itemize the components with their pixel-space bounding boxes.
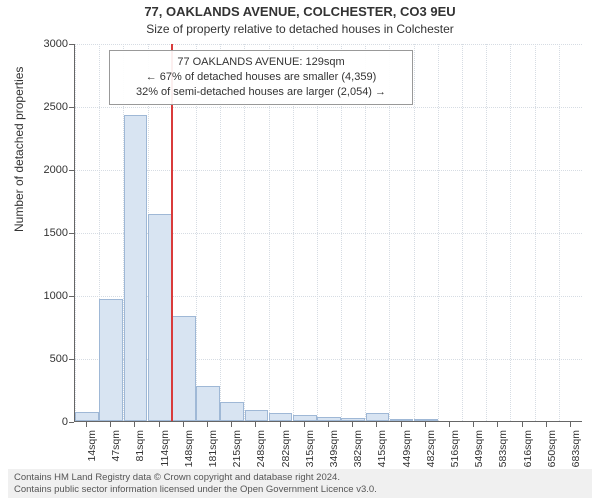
gridline-vertical	[535, 44, 536, 421]
gridline-vertical	[462, 44, 463, 421]
gridline-horizontal	[75, 107, 582, 108]
y-tick-mark	[69, 296, 74, 297]
x-tick-mark	[328, 422, 329, 427]
x-tick-mark	[280, 422, 281, 427]
histogram-bar	[293, 415, 317, 421]
gridline-vertical	[438, 44, 439, 421]
annotation-box: 77 OAKLANDS AVENUE: 129sqm ← 67% of deta…	[109, 50, 413, 105]
y-tick-label: 3000	[28, 38, 68, 50]
gridline-horizontal	[75, 44, 582, 45]
x-tick-label: 683sqm	[570, 430, 582, 478]
x-tick-label: 14sqm	[86, 430, 98, 478]
x-tick-label: 650sqm	[546, 430, 558, 478]
y-tick-mark	[69, 359, 74, 360]
footer-line-2: Contains public sector information licen…	[14, 484, 586, 495]
x-tick-mark	[425, 422, 426, 427]
x-tick-mark	[401, 422, 402, 427]
y-tick-label: 500	[28, 353, 68, 365]
gridline-vertical	[414, 44, 415, 421]
x-tick-mark	[207, 422, 208, 427]
histogram-bar	[390, 419, 414, 421]
histogram-bar	[172, 316, 196, 421]
x-tick-label: 549sqm	[473, 430, 485, 478]
x-tick-mark	[86, 422, 87, 427]
x-tick-mark	[522, 422, 523, 427]
annotation-line-1: 77 OAKLANDS AVENUE: 129sqm	[118, 55, 404, 70]
x-tick-label: 482sqm	[425, 430, 437, 478]
chart-title: 77, OAKLANDS AVENUE, COLCHESTER, CO3 9EU	[0, 4, 600, 19]
x-tick-mark	[497, 422, 498, 427]
x-tick-label: 583sqm	[497, 430, 509, 478]
x-tick-label: 248sqm	[255, 430, 267, 478]
histogram-bar	[245, 410, 269, 421]
gridline-vertical	[559, 44, 560, 421]
histogram-bar	[317, 417, 341, 421]
histogram-bar	[99, 299, 123, 421]
gridline-vertical	[75, 44, 76, 421]
histogram-bar	[414, 419, 438, 421]
x-tick-mark	[473, 422, 474, 427]
histogram-bar	[220, 402, 244, 421]
x-tick-label: 81sqm	[134, 430, 146, 478]
chart-subtitle: Size of property relative to detached ho…	[0, 22, 600, 36]
x-tick-mark	[110, 422, 111, 427]
y-tick-label: 2500	[28, 101, 68, 113]
x-tick-mark	[304, 422, 305, 427]
y-tick-label: 1500	[28, 227, 68, 239]
y-tick-mark	[69, 44, 74, 45]
x-tick-mark	[352, 422, 353, 427]
x-tick-mark	[134, 422, 135, 427]
x-tick-mark	[570, 422, 571, 427]
histogram-bar	[196, 386, 220, 421]
x-tick-label: 382sqm	[352, 430, 364, 478]
x-tick-mark	[183, 422, 184, 427]
x-tick-label: 282sqm	[280, 430, 292, 478]
x-tick-label: 516sqm	[449, 430, 461, 478]
annotation-line-3: 32% of semi-detached houses are larger (…	[118, 85, 404, 100]
x-tick-mark	[376, 422, 377, 427]
y-tick-label: 0	[28, 416, 68, 428]
gridline-horizontal	[75, 170, 582, 171]
histogram-bar	[269, 413, 293, 421]
gridline-vertical	[486, 44, 487, 421]
y-tick-label: 2000	[28, 164, 68, 176]
gridline-vertical	[510, 44, 511, 421]
x-tick-mark	[159, 422, 160, 427]
histogram-bar	[341, 418, 365, 421]
y-tick-label: 1000	[28, 290, 68, 302]
x-tick-mark	[546, 422, 547, 427]
y-tick-mark	[69, 233, 74, 234]
plot-area: 77 OAKLANDS AVENUE: 129sqm ← 67% of deta…	[74, 44, 582, 422]
histogram-bar	[124, 115, 148, 421]
x-tick-label: 415sqm	[376, 430, 388, 478]
x-tick-mark	[449, 422, 450, 427]
y-tick-mark	[69, 422, 74, 423]
x-tick-label: 349sqm	[328, 430, 340, 478]
x-tick-label: 616sqm	[522, 430, 534, 478]
y-tick-mark	[69, 107, 74, 108]
annotation-line-2: ← 67% of detached houses are smaller (4,…	[118, 70, 404, 85]
x-tick-label: 47sqm	[110, 430, 122, 478]
x-tick-mark	[255, 422, 256, 427]
histogram-bar	[366, 413, 390, 421]
x-tick-label: 315sqm	[304, 430, 316, 478]
x-tick-label: 215sqm	[231, 430, 243, 478]
x-tick-label: 449sqm	[401, 430, 413, 478]
chart-container: 77, OAKLANDS AVENUE, COLCHESTER, CO3 9EU…	[0, 0, 600, 500]
x-tick-label: 181sqm	[207, 430, 219, 478]
y-axis-label: Number of detached properties	[12, 67, 26, 232]
y-tick-mark	[69, 170, 74, 171]
x-tick-mark	[231, 422, 232, 427]
histogram-bar	[148, 214, 172, 421]
x-tick-label: 148sqm	[183, 430, 195, 478]
histogram-bar	[75, 412, 99, 421]
x-tick-label: 114sqm	[159, 430, 171, 478]
